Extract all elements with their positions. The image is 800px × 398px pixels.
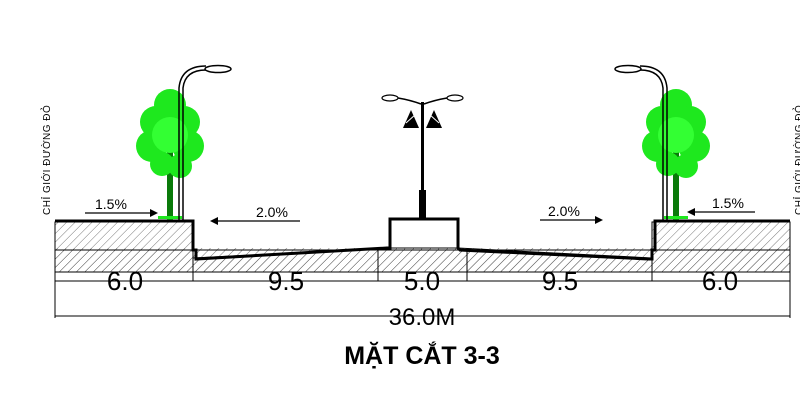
slope-left-sidewalk-text: 1.5% (95, 196, 127, 212)
left-tree (136, 89, 204, 220)
right-tree (642, 89, 710, 220)
segment-label-right-sidewalk: 6.0 (702, 266, 738, 296)
left-boundary-label: CHỈ GIỚI ĐƯỜNG ĐỎ (40, 105, 53, 215)
slope-right-lane-text: 2.0% (548, 203, 580, 219)
slope-right-lane: 2.0% (540, 203, 603, 224)
right-street-lamp (614, 64, 668, 221)
left-street-lamp (178, 64, 232, 221)
segment-label-right-carriageway: 9.5 (542, 266, 578, 296)
segment-label-left-sidewalk: 6.0 (107, 266, 143, 296)
right-boundary-label: CHỈ GIỚI ĐƯỜNG ĐỎ (792, 105, 800, 215)
slope-right-sidewalk: 1.5% (687, 195, 755, 216)
slope-left-sidewalk: 1.5% (85, 196, 158, 217)
segment-label-median: 5.0 (404, 266, 440, 296)
median-street-lamp (381, 94, 464, 219)
road-base-fill (55, 248, 790, 272)
slope-left-lane: 2.0% (210, 204, 300, 225)
segment-label-left-carriageway: 9.5 (268, 266, 304, 296)
section-title: MẶT CẮT 3-3 (344, 340, 500, 370)
dim-dividers (192, 250, 653, 281)
slope-left-lane-text: 2.0% (256, 204, 288, 220)
slope-right-sidewalk-text: 1.5% (712, 195, 744, 211)
total-width-label: 36.0M (389, 304, 456, 331)
